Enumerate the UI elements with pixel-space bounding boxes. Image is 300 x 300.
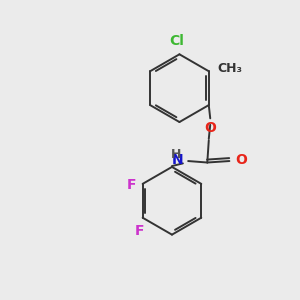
Text: H: H bbox=[171, 148, 182, 161]
Text: O: O bbox=[204, 121, 216, 135]
Text: F: F bbox=[127, 178, 136, 192]
Text: N: N bbox=[172, 153, 184, 166]
Text: O: O bbox=[235, 154, 247, 167]
Text: CH₃: CH₃ bbox=[217, 62, 242, 75]
Text: Cl: Cl bbox=[169, 34, 184, 48]
Text: F: F bbox=[135, 224, 144, 238]
